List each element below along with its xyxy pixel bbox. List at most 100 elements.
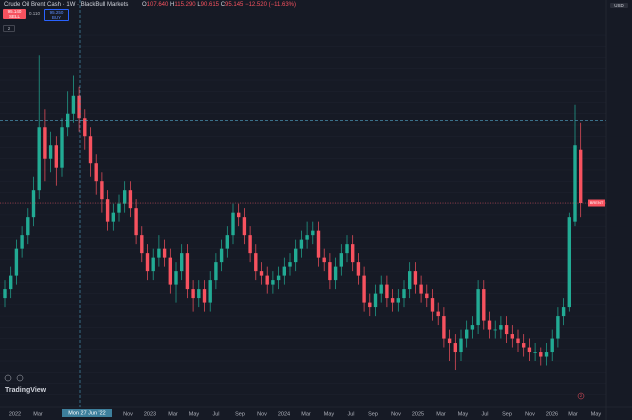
x-tick-label: 2023	[144, 411, 156, 417]
candle-body	[288, 262, 292, 267]
ohlc-value: 115.290	[174, 2, 196, 8]
change: −12.520 (−11.63%)	[245, 2, 296, 8]
last-price-name: BRENT	[590, 200, 604, 205]
candle-body	[254, 253, 258, 272]
x-tick-label: Mar	[568, 411, 578, 417]
candle-body	[83, 118, 87, 137]
candle-body	[396, 298, 400, 303]
x-tick-label: Nov	[123, 411, 133, 417]
candle-body	[3, 289, 7, 299]
candle-body	[48, 145, 53, 159]
candle-body	[145, 253, 150, 272]
candle-body	[134, 208, 138, 236]
crosshair-date-bg	[62, 409, 112, 417]
candle-body	[442, 316, 446, 339]
candle-body	[231, 212, 235, 236]
candle-body	[71, 95, 76, 114]
buy-price: 95.250	[49, 10, 64, 15]
candle-body	[522, 343, 526, 348]
candle-body	[54, 145, 58, 168]
candle-body	[117, 203, 121, 213]
candle-body	[311, 230, 315, 236]
candle-body	[259, 271, 264, 276]
candle-body	[219, 248, 224, 263]
plot-layer: 52.50055.00057.50060.00062.50065.00067.5…	[0, 33, 632, 417]
candle-body	[37, 127, 41, 191]
x-tick-label: Sep	[368, 411, 378, 417]
candle-body	[248, 235, 252, 254]
candle-body	[550, 338, 554, 353]
candle-body	[408, 271, 412, 290]
candle-body	[185, 253, 190, 290]
collapse-button[interactable]: 2	[3, 25, 15, 32]
sell-button[interactable]: 95.140 SELL	[3, 9, 26, 19]
x-tick-label: Mar	[168, 411, 178, 417]
x-tick-label: May	[458, 411, 469, 417]
x-tick-label: 2025	[412, 411, 424, 417]
candle-body	[140, 235, 144, 254]
candle-body	[151, 257, 155, 272]
candle-body	[573, 145, 577, 222]
x-tick-label: Nov	[525, 411, 535, 417]
candle-body	[567, 217, 571, 308]
candle-body	[527, 347, 532, 353]
ohlc-key: H	[170, 2, 175, 8]
candle-body	[242, 217, 247, 236]
candle-body	[339, 253, 343, 267]
candle-body	[556, 316, 560, 339]
candle-body	[128, 190, 133, 209]
candle-body	[60, 127, 64, 168]
candle-body	[413, 271, 418, 285]
candle-body	[123, 190, 127, 204]
x-tick-label: Jul	[347, 411, 354, 417]
symbol-title: Crude Oil Brent Cash · 1W · BlackBull Ma…	[4, 2, 128, 8]
candle-body	[385, 284, 389, 299]
ohlc: O107.640 H115.290 L90.615 C95.145 −12.52…	[142, 2, 296, 8]
candle-body	[111, 212, 115, 222]
candle-body	[9, 275, 13, 290]
x-tick-label: Mar	[33, 411, 43, 417]
last-price-name-bg	[588, 199, 605, 207]
candle-body	[31, 190, 36, 218]
zoom-button[interactable]	[4, 374, 12, 382]
candle-body	[487, 320, 492, 330]
candle-body	[77, 95, 81, 119]
candle-body	[425, 293, 429, 299]
ohlc-value: 90.615	[200, 2, 220, 8]
candle-body	[94, 163, 98, 182]
candle-body	[333, 266, 338, 281]
candle-body	[174, 271, 178, 285]
candle-body	[168, 257, 172, 285]
candle-body	[459, 338, 463, 353]
candle-body	[539, 352, 543, 357]
event-marker[interactable]	[577, 392, 585, 400]
candle-body	[390, 298, 395, 303]
candle-body	[316, 230, 321, 258]
ohlc-value: 95.145	[225, 2, 244, 8]
candle-body	[482, 289, 486, 321]
currency[interactable]: USD	[610, 3, 628, 8]
candle-body	[105, 199, 110, 222]
candle-body	[20, 235, 24, 249]
candle-body	[436, 311, 440, 317]
candle-body	[447, 338, 452, 344]
x-tick-label: 2024	[278, 411, 290, 417]
ohlc-value: 107.640	[146, 2, 169, 8]
crosshair-date: Mon 27 Jun '22	[68, 410, 105, 416]
x-tick-label: Sep	[235, 411, 245, 417]
price-axis-bg	[606, 0, 632, 420]
candle-body	[465, 329, 469, 339]
candle-body	[214, 262, 218, 281]
candle-body	[356, 262, 361, 276]
candle-body	[271, 280, 275, 285]
candle-body	[499, 325, 503, 330]
candle-body	[373, 293, 378, 308]
candle-body	[162, 248, 167, 258]
settings-button[interactable]	[16, 374, 24, 382]
candle-body	[157, 248, 161, 258]
candle-body	[197, 289, 201, 299]
candle-body	[362, 275, 366, 303]
candle-body	[237, 212, 241, 218]
buy-button[interactable]: 95.250 BUY	[44, 9, 69, 21]
